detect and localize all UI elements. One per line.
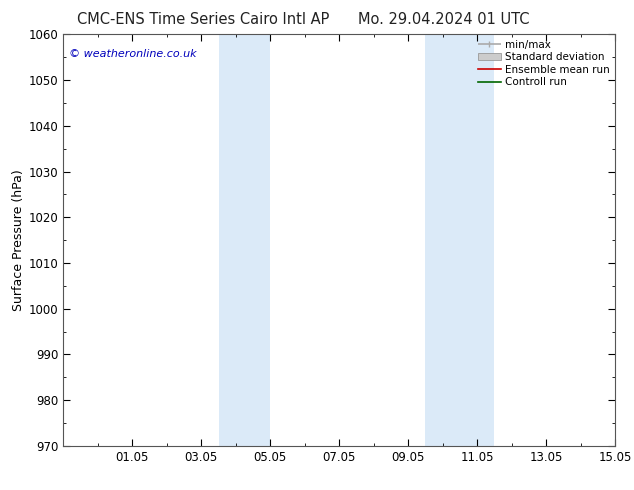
Bar bbox=[425, 34, 495, 446]
Y-axis label: Surface Pressure (hPa): Surface Pressure (hPa) bbox=[11, 169, 25, 311]
Bar bbox=[219, 34, 270, 446]
Legend: min/max, Standard deviation, Ensemble mean run, Controll run: min/max, Standard deviation, Ensemble me… bbox=[476, 37, 612, 89]
Text: © weatheronline.co.uk: © weatheronline.co.uk bbox=[69, 49, 197, 59]
Text: CMC-ENS Time Series Cairo Intl AP: CMC-ENS Time Series Cairo Intl AP bbox=[77, 12, 329, 27]
Text: Mo. 29.04.2024 01 UTC: Mo. 29.04.2024 01 UTC bbox=[358, 12, 529, 27]
